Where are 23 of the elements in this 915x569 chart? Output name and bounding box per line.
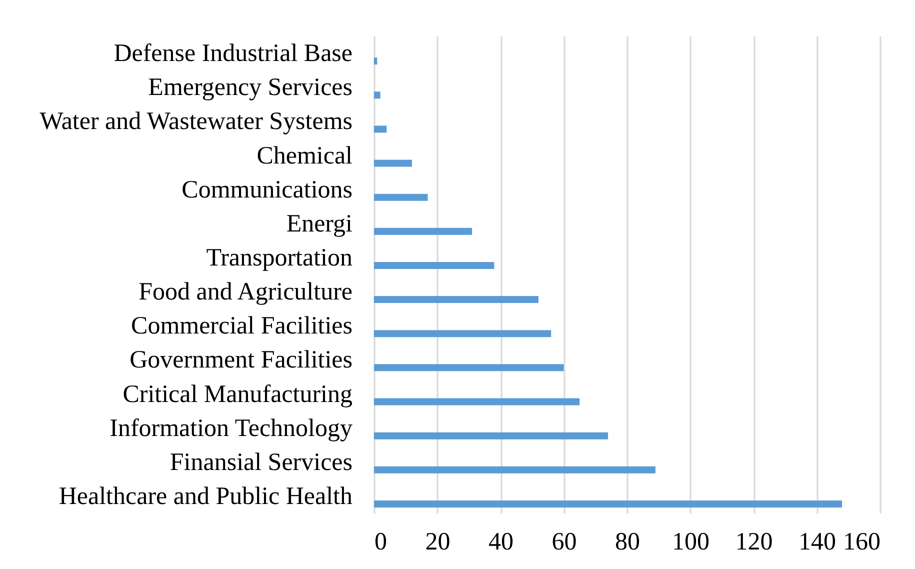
y-tick-label: Commercial Facilities [131, 312, 352, 340]
x-tick-label: 60 [552, 528, 577, 556]
x-tick-label: 80 [615, 528, 640, 556]
y-tick-label: Healthcare and Public Health [58, 482, 353, 510]
y-tick-label: Finansial Services [170, 448, 352, 476]
x-tick-label: 140 [798, 528, 836, 556]
x-tick-label: 0 [374, 528, 387, 556]
y-tick-label: Food and Agriculture [138, 278, 352, 306]
x-tick-label: 40 [488, 528, 514, 556]
y-tick-label: Critical Manufacturing [122, 380, 353, 408]
x-tick-label: 160 [843, 528, 880, 556]
y-tick-label: Energi [286, 210, 353, 238]
y-tick-label: Chemical [256, 142, 353, 170]
x-tick-label: 100 [672, 528, 710, 556]
y-tick-label: Emergency Services [148, 74, 352, 102]
y-tick-label: Transportation [206, 244, 353, 272]
x-tick-label: 20 [425, 528, 450, 556]
x-tick-label: 120 [735, 528, 773, 556]
y-tick-label: Communications [182, 176, 352, 204]
y-tick-label: Information Technology [110, 414, 353, 442]
y-tick-label: Defense Industrial Base [114, 40, 352, 68]
y-tick-label: Water and Wastewater Systems [40, 108, 352, 136]
y-tick-label: Government Facilities [130, 346, 352, 374]
